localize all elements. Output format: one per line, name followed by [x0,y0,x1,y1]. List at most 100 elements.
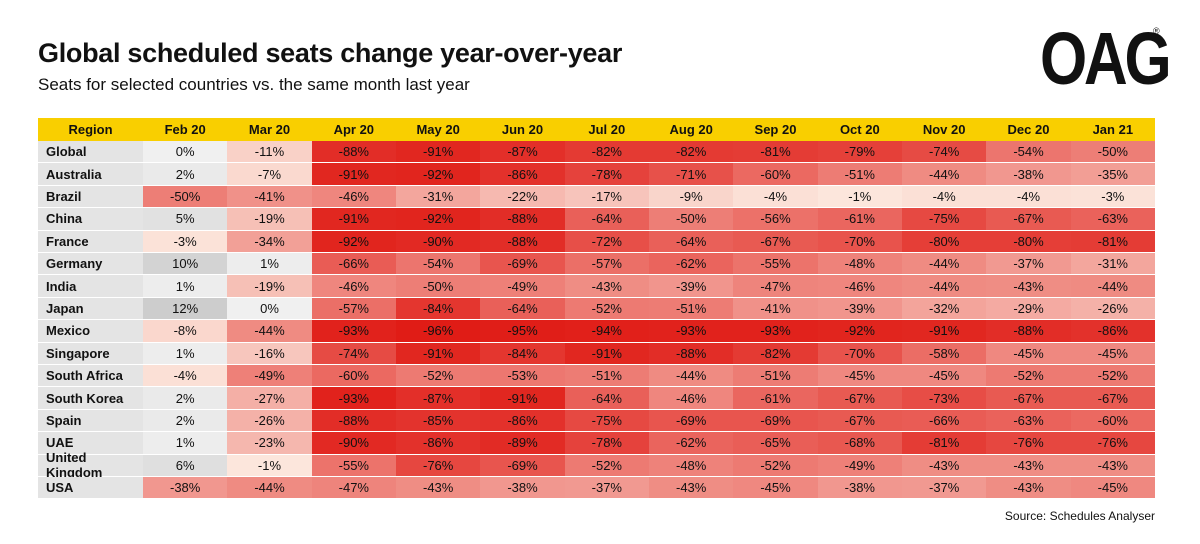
title: Global scheduled seats change year-over-… [38,38,623,68]
cell: -45% [817,365,902,388]
cell: -69% [480,454,565,477]
cell: -69% [649,409,734,433]
cell: -73% [902,387,987,410]
cell: -79% [817,141,902,164]
cell: -78% [564,163,649,186]
cell: -64% [564,387,649,410]
cell: -50% [1070,141,1155,164]
cell: -82% [733,342,818,365]
cell: -44% [902,163,987,186]
row-label: Japan [38,297,143,321]
cell: -86% [396,432,481,455]
cell: -93% [311,387,396,410]
cell: -19% [227,275,312,298]
cell: 1% [143,342,228,365]
cell: -87% [480,141,565,164]
cell: -91% [311,163,396,186]
cell: -69% [480,253,565,276]
cell: -48% [817,253,902,276]
logo-mark: ® [1153,26,1160,36]
cell: -52% [396,365,481,388]
cell: -89% [480,432,565,455]
cell: -52% [564,297,649,321]
cell: -37% [902,477,987,500]
cell: -86% [1070,320,1155,343]
cell: -58% [902,342,987,365]
cell: -48% [649,454,734,477]
cell: -91% [396,342,481,365]
cell: -50% [143,185,228,209]
cell: -91% [396,141,481,164]
cell: -44% [1070,275,1155,298]
cell: -52% [1070,365,1155,388]
cell: -46% [311,185,396,209]
cell: -54% [396,253,481,276]
column-header: Jan 21 [1070,118,1155,141]
cell: -32% [902,297,987,321]
subtitle: Seats for selected countries vs. the sam… [38,75,470,94]
cell: -74% [311,342,396,365]
cell: -70% [817,230,902,253]
row-label: South Africa [38,365,143,388]
source: Source: Schedules Analyser [1004,509,1155,523]
row-label: South Korea [38,387,143,410]
cell: -38% [480,477,565,500]
cell: -86% [480,163,565,186]
cell: -60% [311,365,396,388]
cell: -86% [480,409,565,433]
cell: -38% [143,477,228,500]
cell: -80% [902,230,987,253]
cell: -67% [817,387,902,410]
column-header: Apr 20 [311,118,396,141]
cell: -96% [396,320,481,343]
cell: -84% [396,297,481,321]
cell: -88% [480,230,565,253]
cell: -67% [986,208,1071,231]
cell: -45% [1070,477,1155,500]
cell: -93% [649,320,734,343]
cell: -43% [1070,454,1155,477]
cell: -45% [986,342,1071,365]
cell: 6% [143,454,228,477]
column-header: Jun 20 [480,118,565,141]
cell: -75% [902,208,987,231]
row-label: Mexico [38,320,143,343]
cell: 12% [143,297,228,321]
cell: 1% [143,432,228,455]
cell: -4% [733,185,818,209]
cell: -64% [480,297,565,321]
row-label: Spain [38,409,143,433]
column-header: Aug 20 [649,118,734,141]
cell: -80% [986,230,1071,253]
cell: -90% [396,230,481,253]
cell: -63% [986,409,1071,433]
cell: 2% [143,387,228,410]
cell: -46% [817,275,902,298]
cell: -27% [227,387,312,410]
cell: -43% [396,477,481,500]
cell: -45% [733,477,818,500]
column-header: Region [38,118,143,141]
cell: -22% [480,185,565,209]
cell: -35% [1070,163,1155,186]
cell: -1% [227,454,312,477]
cell: -19% [227,208,312,231]
cell: -51% [817,163,902,186]
row-label: Brazil [38,185,143,209]
cell: -39% [817,297,902,321]
cell: -51% [649,297,734,321]
cell: -88% [986,320,1071,343]
cell: -17% [564,185,649,209]
cell: -16% [227,342,312,365]
cell: -69% [733,409,818,433]
cell: -91% [902,320,987,343]
cell: -76% [396,454,481,477]
cell: -45% [902,365,987,388]
cell: -91% [311,208,396,231]
cell: -93% [733,320,818,343]
cell: -60% [1070,409,1155,433]
cell: -41% [733,297,818,321]
cell: -67% [1070,387,1155,410]
row-label: Global [38,141,143,164]
cell: -43% [564,275,649,298]
